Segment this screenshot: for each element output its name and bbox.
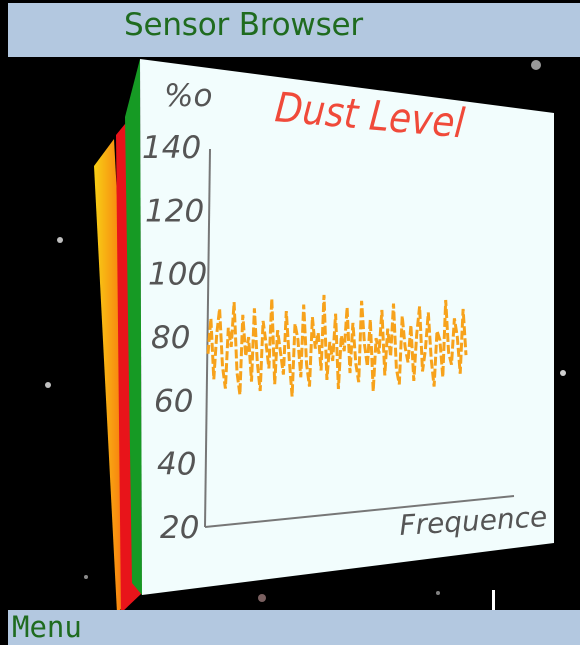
dust-series-line [206,294,468,397]
softkey-bar: Menu [8,610,580,645]
y-axis-unit: %o [164,78,212,114]
y-tick-labels: 140 120 100 80 60 40 20 [142,130,207,546]
cursor-marker [492,590,495,610]
y-tick-label: 80 [151,320,190,356]
y-tick-label: 100 [148,257,207,293]
y-tick-label: 20 [160,510,199,546]
y-tick-label: 120 [145,193,204,229]
x-axis-line [204,495,515,528]
title-bar: Sensor Browser [8,3,580,57]
sensor-view: Dust Level %o Frequence 140 120 100 80 60 40 2… [8,57,580,610]
menu-softkey[interactable]: Menu [12,610,82,644]
background-stars [45,60,566,602]
y-tick-label: 60 [154,383,193,419]
app-title: Sensor Browser [124,7,363,43]
dust-series [206,294,468,397]
y-tick-label: 40 [157,447,196,483]
dust-level-3d-panel: Dust Level %o Frequence 1401201008060402… [45,59,566,610]
y-tick-label: 140 [142,130,201,166]
panel-side-green [125,59,142,595]
y-axis-line [204,148,211,528]
